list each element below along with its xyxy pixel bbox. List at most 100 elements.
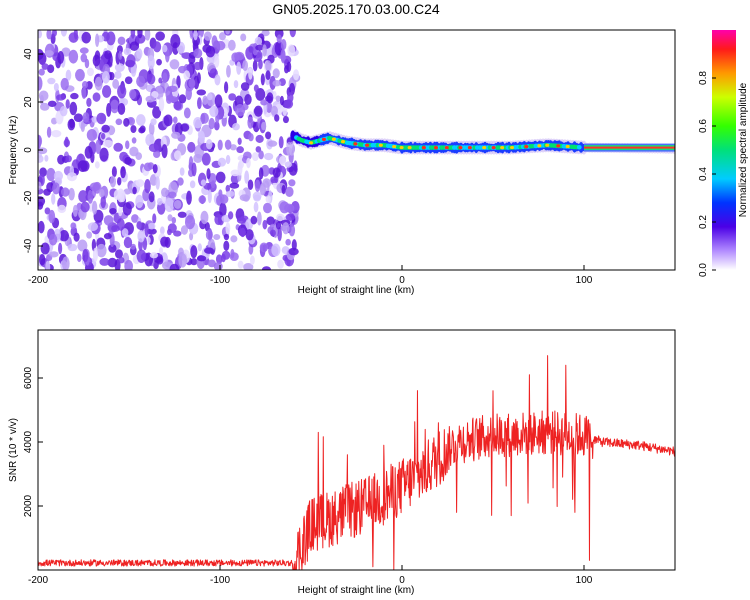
spectrogram-noise-cell <box>173 150 182 161</box>
signal-peak <box>331 137 336 141</box>
spectrogram-noise-cell <box>284 65 289 74</box>
spectrogram-noise-cell <box>80 201 90 213</box>
spectrogram-noise-cell <box>81 87 87 100</box>
spectrogram-noise-cell <box>44 154 49 162</box>
spectrogram-noise-cell <box>247 179 254 190</box>
spectrogram-noise-cell <box>197 243 202 252</box>
spectrogram-noise-cell <box>265 60 272 72</box>
spectrogram-noise-cell <box>237 137 242 145</box>
spectrogram-noise-cell <box>178 253 188 268</box>
spectrogram-noise-cell <box>161 44 168 53</box>
spectrogram-noise-cell <box>123 117 130 127</box>
spectrogram-noise-cell <box>255 44 264 51</box>
spectrogram-noise-cell <box>271 243 281 257</box>
spectrogram-noise-cell <box>60 187 70 197</box>
spectrogram-noise-cell <box>253 105 263 117</box>
spectrogram-noise-cell <box>178 247 184 257</box>
spectrogram-noise-cell <box>183 70 191 81</box>
spectrogram-noise-cell <box>123 188 132 195</box>
spectrogram-noise-cell <box>86 97 92 107</box>
spectrogram-noise-cell <box>144 179 151 194</box>
spectrogram-noise-cell <box>79 47 89 54</box>
spectrogram-noise-cell <box>160 187 169 197</box>
spectrogram-noise-cell <box>99 147 109 162</box>
spectrogram-noise-cell <box>171 216 177 224</box>
spectrogram-noise-cell <box>263 202 272 214</box>
spectrogram-noise-cell <box>38 181 42 191</box>
spectrogram-x-tick-label: 100 <box>576 275 593 286</box>
spectrogram-noise-cell <box>92 247 98 262</box>
signal-peak <box>444 146 449 150</box>
spectrogram-noise-cell <box>214 121 220 131</box>
spectrogram-noise-cell <box>198 195 207 204</box>
spectrogram-noise-cell <box>193 30 198 41</box>
spectrogram-noise-cell <box>52 182 60 195</box>
spectrogram-noise-cell <box>190 258 198 266</box>
spectrogram-noise-cell <box>126 54 136 68</box>
spectrogram-noise-cell <box>244 170 250 184</box>
spectrogram-noise-cell <box>148 191 155 203</box>
spectrogram-noise-cell <box>261 121 267 131</box>
spectrogram-noise-cell <box>255 146 262 153</box>
spectrogram-noise-cell <box>158 247 164 255</box>
spectrogram-noise-cell <box>127 117 135 126</box>
spectrogram-noise-cell <box>130 243 136 250</box>
spectrogram-noise-cell <box>129 89 137 100</box>
spectrogram-noise-cell <box>47 77 56 85</box>
spectrogram-noise-cell <box>284 99 294 109</box>
spectrogram-noise-cell <box>183 107 191 119</box>
spectrogram-noise-cell <box>46 126 52 138</box>
spectrogram-noise-cell <box>265 195 271 204</box>
spectrogram-noise-cell <box>38 135 42 149</box>
spectrogram-noise-cell <box>266 92 274 104</box>
spectrogram-noise-cell <box>267 140 278 147</box>
spectrogram-noise-cell <box>219 194 229 204</box>
spectrogram-noise-cell <box>247 116 254 129</box>
spectrogram-noise-cell <box>113 189 121 201</box>
spectrogram-noise-cell <box>116 218 125 231</box>
spectrogram-noise-cell <box>180 225 188 235</box>
spectrogram-noise-cell <box>92 92 101 102</box>
spectrogram-noise-cell <box>113 142 123 152</box>
spectrogram-noise-cell <box>265 101 273 114</box>
spectrogram-noise-cell <box>186 190 192 205</box>
colorbar-tick-label: 0.6 <box>698 119 709 133</box>
spectrogram-noise-cell <box>48 209 56 224</box>
spectrogram-noise-cell <box>94 161 100 169</box>
spectrogram-noise-cell <box>266 216 275 226</box>
spectrogram-noise-cell <box>44 50 54 57</box>
spectrogram-noise-cell <box>38 147 48 155</box>
signal-peak <box>524 144 529 149</box>
spectrogram-noise-cell <box>149 252 159 259</box>
spectrogram-noise-cell <box>254 179 261 192</box>
spectrogram-noise-cell <box>47 64 55 74</box>
spectrogram-noise-cell <box>173 230 182 237</box>
spectrogram-noise-cell <box>75 68 85 82</box>
spectrogram-noise-cell <box>73 232 80 242</box>
signal-peak <box>378 143 383 147</box>
spectrogram-marks <box>38 30 675 270</box>
spectrogram-noise-cell <box>207 189 212 204</box>
spectrogram-noise-cell <box>215 254 223 265</box>
spectrogram-noise-cell <box>164 48 170 63</box>
spectrogram-noise-cell <box>280 39 287 51</box>
spectrogram-noise-cell <box>265 70 271 81</box>
spectrogram-noise-cell <box>104 50 112 60</box>
spectrogram-noise-cell <box>237 260 244 269</box>
spectrogram-noise-cell <box>152 213 157 224</box>
spectrogram-noise-cell <box>44 207 51 215</box>
spectrogram-noise-cell <box>117 103 126 115</box>
spectrogram-noise-cell <box>171 131 181 139</box>
spectrogram-noise-cell <box>187 141 196 153</box>
spectrogram-noise-cell <box>201 152 211 166</box>
spectrogram-noise-cell <box>216 40 226 51</box>
spectrogram-noise-cell <box>263 152 274 161</box>
spectrogram-noise-cell <box>236 146 244 154</box>
spectrogram-noise-cell <box>167 223 177 234</box>
spectrogram-noise-cell <box>260 99 268 106</box>
spectrogram-noise-cell <box>205 138 213 150</box>
spectrogram-noise-cell <box>170 33 181 49</box>
spectrogram-noise-cell <box>153 41 162 53</box>
spectrogram-noise-cell <box>101 85 112 98</box>
snr-series-line <box>38 355 675 570</box>
